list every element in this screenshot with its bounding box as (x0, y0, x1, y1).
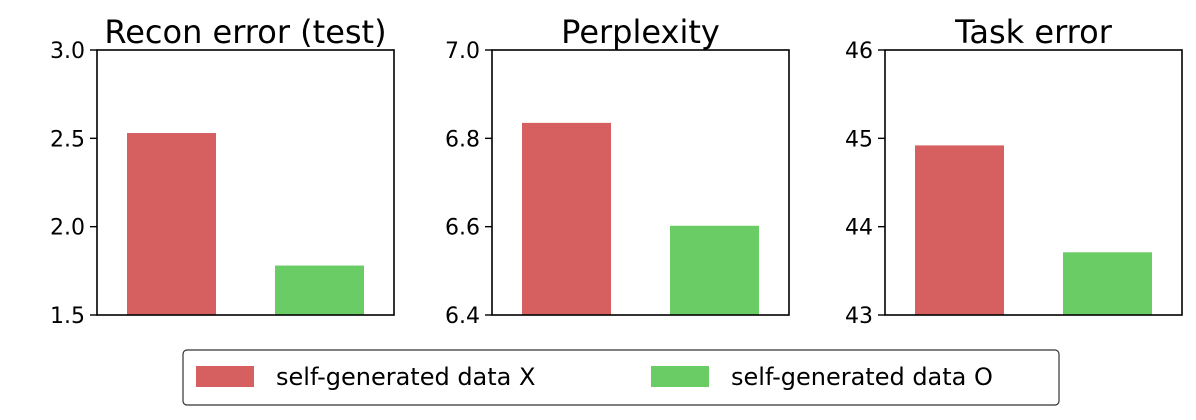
y-tick-label: 2.0 (50, 216, 85, 241)
y-tick-label: 3.0 (50, 39, 85, 64)
y-tick-label: 44 (845, 216, 873, 241)
y-tick-label: 6.4 (445, 304, 480, 329)
plot-frame (491, 49, 790, 316)
y-tick-label: 45 (845, 127, 873, 152)
y-tick-label: 6.6 (445, 216, 480, 241)
plot-frame (96, 49, 395, 316)
legend: self-generated data X self-generated dat… (182, 349, 1060, 406)
bar-self-generated-data-x (522, 122, 611, 315)
chart-panel-perplexity: Perplexity 6.4 6.6 6.8 7.0 (445, 13, 790, 329)
bar-self-generated-data-o (275, 265, 364, 315)
chart-panels: Recon error (test) 1.5 2.0 2.5 3.0 Perplexity… (50, 13, 1183, 329)
y-tick-label: 1.5 (50, 304, 85, 329)
chart-title: Recon error (test) (104, 13, 386, 51)
chart-panel-task-error: Task error 43 44 45 46 (845, 13, 1183, 329)
chart-panel-recon-error-test: Recon error (test) 1.5 2.0 2.5 3.0 (50, 13, 395, 329)
bar-self-generated-data-x (915, 145, 1004, 315)
bar-self-generated-data-o (1063, 252, 1152, 315)
bar-self-generated-data-x (127, 133, 216, 315)
bar-self-generated-data-o (670, 225, 759, 315)
plot-frame (884, 49, 1183, 316)
chart-title: Task error (954, 13, 1113, 51)
legend-label-self-generated-data-x: self-generated data X (276, 363, 535, 391)
y-tick-label: 43 (845, 304, 873, 329)
y-tick-label: 6.8 (445, 127, 480, 152)
legend-label-self-generated-data-o: self-generated data O (731, 363, 993, 391)
legend-swatch-self-generated-data-x (196, 366, 254, 387)
chart-title: Perplexity (561, 13, 720, 51)
legend-frame (182, 349, 1060, 406)
y-tick-label: 7.0 (445, 39, 480, 64)
y-tick-label: 46 (845, 39, 873, 64)
legend-swatch-self-generated-data-o (651, 366, 709, 387)
y-tick-label: 2.5 (50, 127, 85, 152)
